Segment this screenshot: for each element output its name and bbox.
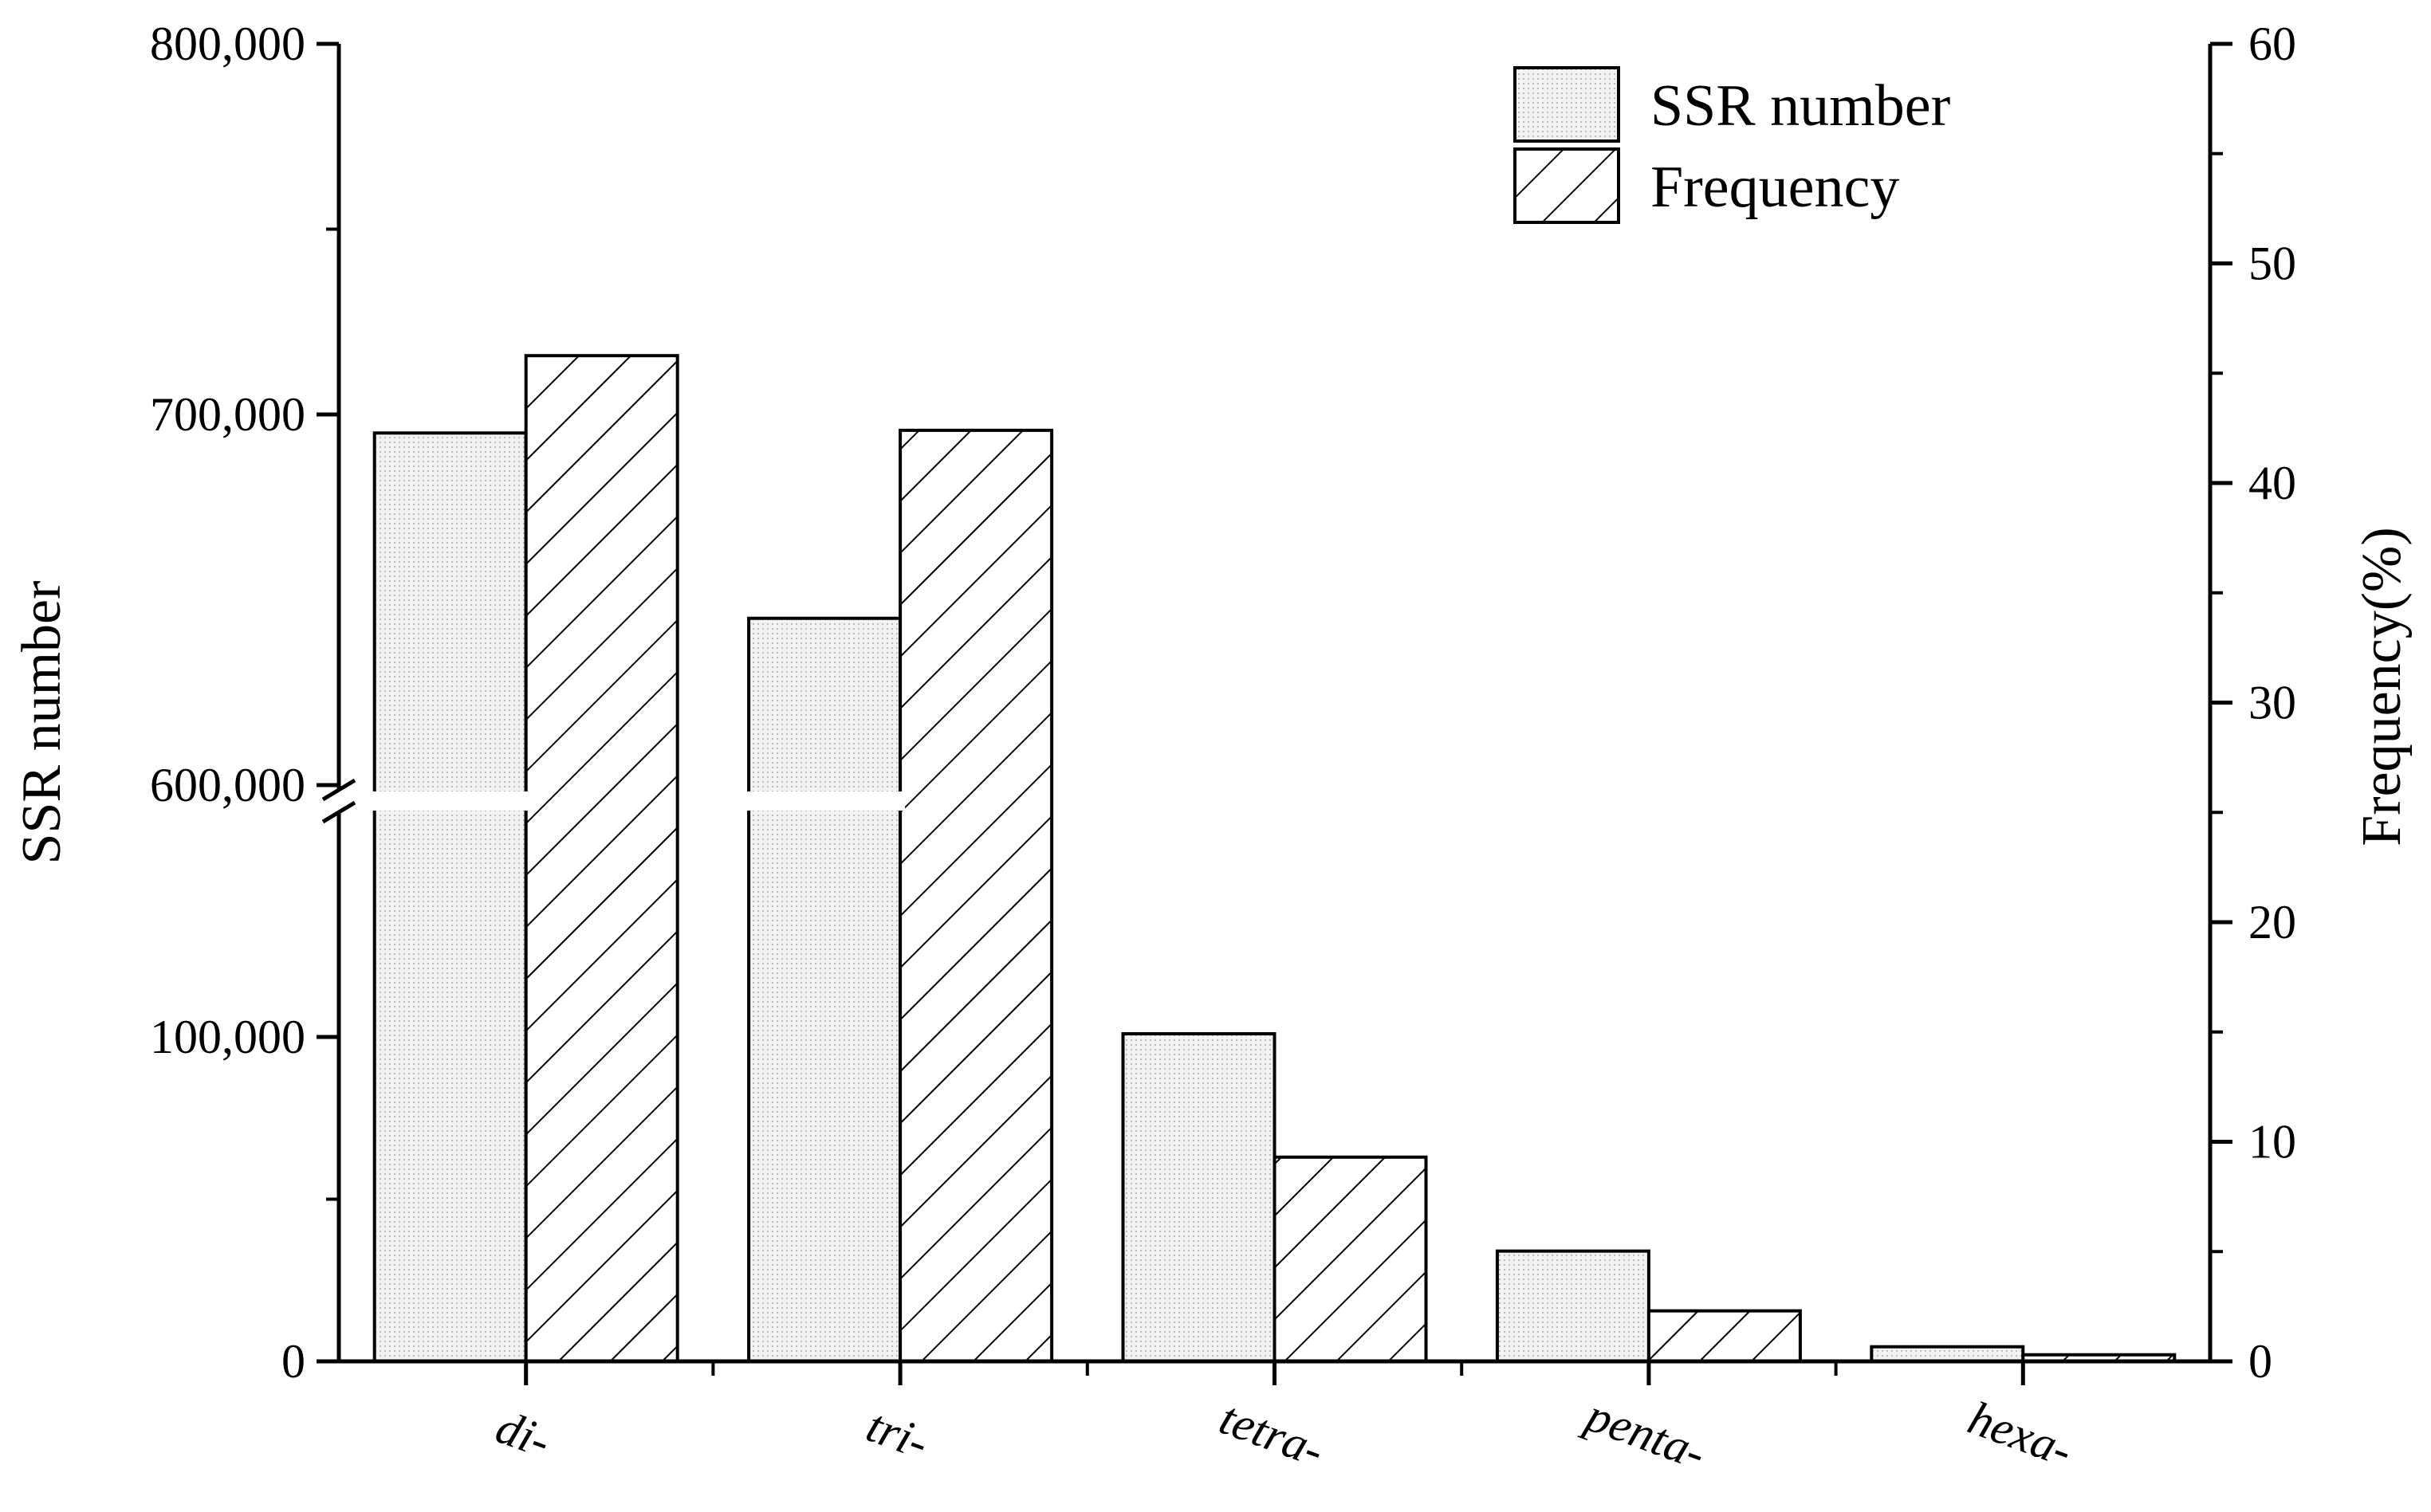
left-tick-label: 800,000: [150, 18, 305, 70]
right-tick-label: 10: [2248, 1116, 2296, 1168]
axes: [317, 41, 2232, 1385]
bar-ssr-number-tetra: [1121, 1031, 1276, 1363]
legend-swatch-frequency: [1513, 147, 1620, 224]
category-label-tetra: tetra-: [1213, 1391, 1331, 1477]
bar-ssr-number-hexa: [1870, 1345, 2025, 1364]
left-tick-label: 600,000: [150, 759, 305, 811]
bar-frequency-penta: [1646, 1309, 1802, 1364]
right-tick-label: 0: [2248, 1335, 2272, 1388]
bar-ssr-number-penta: [1495, 1249, 1650, 1363]
right-tick-label: 30: [2248, 677, 2296, 729]
left-tick-label: 100,000: [150, 1011, 305, 1063]
axis-break-mark-upper: [321, 778, 356, 802]
legend-label-frequency: Frequency: [1650, 155, 1899, 220]
right-tick-label: 50: [2248, 238, 2296, 290]
right-tick-label: 60: [2248, 18, 2296, 70]
axis-break-mark-lower: [321, 800, 356, 824]
axis-break-gap-di: [369, 791, 531, 811]
right-tick-label: 40: [2248, 457, 2296, 509]
axis-break-gap-tri: [744, 791, 906, 811]
left-tick-label: 700,000: [150, 388, 305, 441]
legend-label-ssr-number: SSR number: [1650, 73, 1950, 139]
y-axis-title: SSR number: [11, 581, 73, 865]
category-label-di: di-: [490, 1400, 557, 1468]
legend: SSR number Frequency: [1513, 66, 1950, 224]
category-label-hexa: hexa-: [1961, 1391, 2079, 1477]
bar-frequency-tri: [899, 428, 1054, 1363]
bar-ssr-number-tri: [747, 616, 903, 1363]
bar-frequency-di: [524, 354, 679, 1364]
bars: [369, 354, 2177, 1364]
bar-frequency-tetra: [1273, 1155, 1428, 1364]
right-tick-label: 20: [2248, 896, 2296, 948]
category-label-penta: penta-: [1577, 1388, 1713, 1480]
legend-swatch-ssr-number: [1513, 66, 1620, 143]
left-tick-label: 0: [281, 1335, 305, 1388]
y2-axis-title: Frequency(%): [2351, 527, 2413, 846]
category-label-tri: tri-: [860, 1399, 936, 1469]
bar-ssr-number-di: [372, 431, 528, 1363]
